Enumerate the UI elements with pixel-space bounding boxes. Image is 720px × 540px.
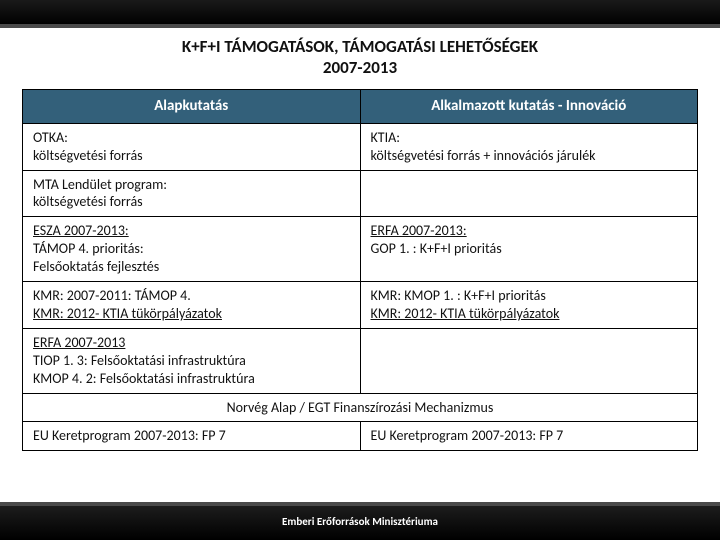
funding-table: Alapkutatás Alkalmazott kutatás - Innová… bbox=[22, 89, 698, 452]
title-block: K+F+I TÁMOGATÁSOK, TÁMOGATÁSI LEHETŐSÉGE… bbox=[0, 28, 720, 85]
cell-left: ESZA 2007-2013: TÁMOP 4. prioritás: Fels… bbox=[23, 217, 361, 282]
cell-right bbox=[360, 328, 698, 393]
table-row: OTKA: költségvetési forrás KTIA: költség… bbox=[23, 123, 698, 170]
cell-left: EU Keretprogram 2007-2013: FP 7 bbox=[23, 422, 361, 451]
table-row: Norvég Alap / EGT Finanszírozási Mechani… bbox=[23, 393, 698, 422]
table-header-row: Alapkutatás Alkalmazott kutatás - Innová… bbox=[23, 89, 698, 123]
col-header-right: Alkalmazott kutatás - Innováció bbox=[360, 89, 698, 123]
cell-left: MTA Lendület program: költségvetési forr… bbox=[23, 170, 361, 217]
cell-right bbox=[360, 170, 698, 217]
cell-right: ERFA 2007-2013: GOP 1. : K+F+I prioritás bbox=[360, 217, 698, 282]
footer-text: Emberi Erőforrások Minisztériuma bbox=[282, 515, 438, 528]
top-bar bbox=[0, 0, 720, 28]
cell-right: KTIA: költségvetési forrás + innovációs … bbox=[360, 123, 698, 170]
table-row: ERFA 2007-2013 TIOP 1. 3: Felsőoktatási … bbox=[23, 328, 698, 393]
col-header-left: Alapkutatás bbox=[23, 89, 361, 123]
cell-left: ERFA 2007-2013 TIOP 1. 3: Felsőoktatási … bbox=[23, 328, 361, 393]
title-line-2: 2007-2013 bbox=[323, 57, 397, 78]
cell-left: OTKA: költségvetési forrás bbox=[23, 123, 361, 170]
footer-bar: Emberi Erőforrások Minisztériuma bbox=[0, 502, 720, 540]
table-row: ESZA 2007-2013: TÁMOP 4. prioritás: Fels… bbox=[23, 217, 698, 282]
cell-left: KMR: 2007-2011: TÁMOP 4. KMR: 2012- KTIA… bbox=[23, 282, 361, 329]
title-line-1: K+F+I TÁMOGATÁSOK, TÁMOGATÁSI LEHETŐSÉGE… bbox=[182, 36, 538, 57]
slide: K+F+I TÁMOGATÁSOK, TÁMOGATÁSI LEHETŐSÉGE… bbox=[0, 0, 720, 540]
cell-right: KMR: KMOP 1. : K+F+I prioritás KMR: 2012… bbox=[360, 282, 698, 329]
slide-title: K+F+I TÁMOGATÁSOK, TÁMOGATÁSI LEHETŐSÉGE… bbox=[20, 36, 700, 79]
cell-right: EU Keretprogram 2007-2013: FP 7 bbox=[360, 422, 698, 451]
table-row: EU Keretprogram 2007-2013: FP 7 EU Keret… bbox=[23, 422, 698, 451]
cell-merged: Norvég Alap / EGT Finanszírozási Mechani… bbox=[23, 393, 698, 422]
table-row: MTA Lendület program: költségvetési forr… bbox=[23, 170, 698, 217]
table-row: KMR: 2007-2011: TÁMOP 4. KMR: 2012- KTIA… bbox=[23, 282, 698, 329]
table-body: OTKA: költségvetési forrás KTIA: költség… bbox=[23, 123, 698, 451]
